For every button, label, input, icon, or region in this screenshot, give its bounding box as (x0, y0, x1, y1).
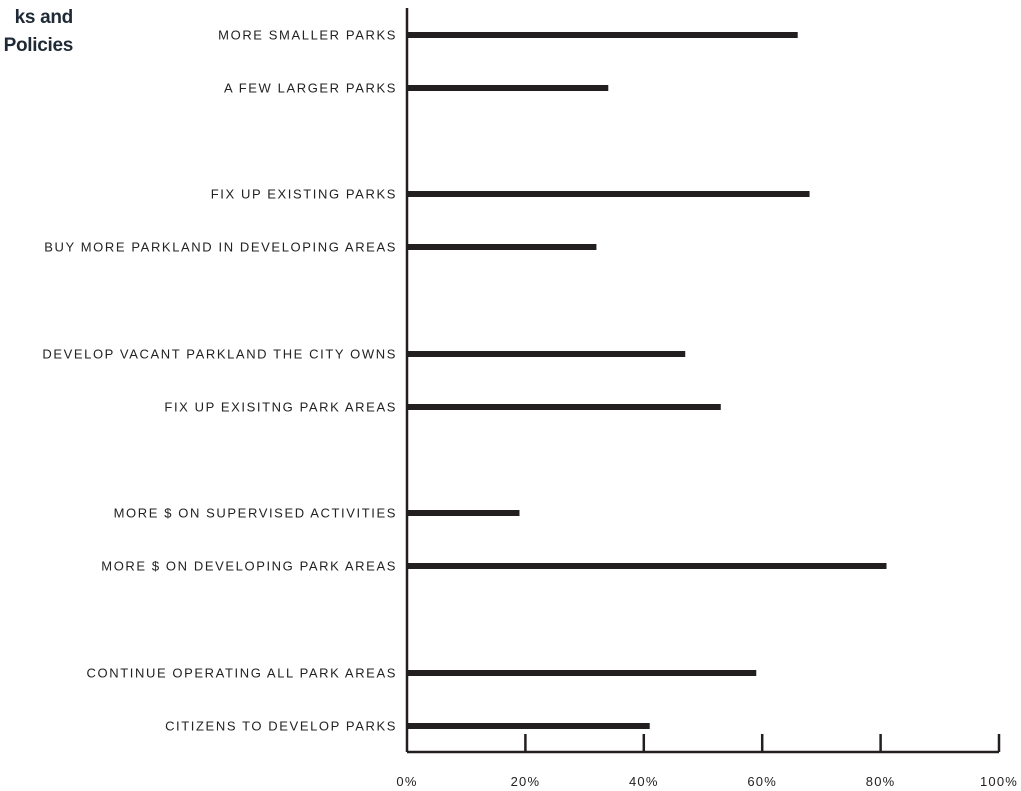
bar-3 (407, 191, 810, 197)
x-tick-label-40: 40% (629, 774, 659, 789)
category-label-3: FIX UP EXISTING PARKS (211, 187, 397, 202)
category-label-5: DEVELOP VACANT PARKLAND THE CITY OWNS (42, 347, 397, 362)
category-label-6: FIX UP EXISITNG PARK AREAS (164, 400, 397, 415)
bar-7 (407, 510, 520, 516)
bar-9 (407, 670, 757, 676)
category-label-7: MORE $ ON SUPERVISED ACTIVITIES (114, 506, 397, 521)
category-label-8: MORE $ ON DEVELOPING PARK AREAS (101, 559, 397, 574)
category-label-10: CITIZENS TO DEVELOP PARKS (165, 719, 397, 734)
x-tick-label-0: 0% (396, 774, 417, 789)
bar-8 (407, 563, 887, 569)
x-tick-label-100: 100% (980, 774, 1018, 789)
bar-5 (407, 351, 686, 357)
x-tick-label-60: 60% (747, 774, 777, 789)
x-tick-label-80: 80% (866, 774, 896, 789)
bar-6 (407, 404, 721, 410)
bar-4 (407, 244, 597, 250)
bar-10 (407, 723, 650, 729)
category-label-2: A FEW LARGER PARKS (224, 81, 397, 96)
category-label-4: BUY MORE PARKLAND IN DEVELOPING AREAS (44, 240, 397, 255)
bar-1 (407, 32, 798, 38)
category-label-1: MORE SMALLER PARKS (218, 28, 397, 43)
bar-2 (407, 85, 609, 91)
x-tick-label-20: 20% (511, 774, 541, 789)
category-label-9: CONTINUE OPERATING ALL PARK AREAS (87, 666, 397, 681)
chart-title-line-2: Policies (3, 35, 74, 56)
chart-title-line-1: ks and (14, 7, 74, 28)
chart-title: ks and Policies (3, 4, 74, 60)
